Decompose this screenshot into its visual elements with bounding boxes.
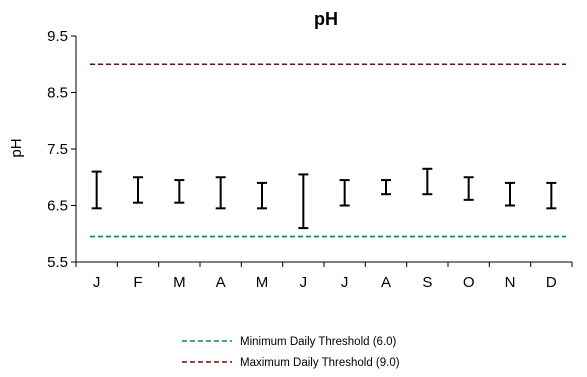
x-tick-label: N	[505, 274, 516, 291]
x-tick-label: M	[256, 274, 269, 291]
x-tick-label: A	[216, 274, 226, 291]
threshold-lines	[90, 63, 566, 238]
range-bar	[546, 181, 557, 210]
y-tick-label: 7.5	[47, 141, 68, 158]
legend-label: Maximum Daily Threshold (9.0)	[240, 357, 400, 369]
y-axis-label: pH	[8, 138, 25, 157]
axes: 5.5 6.5 7.5 8.5 9.5 J F M A M J J A S O N D	[47, 28, 573, 291]
range-bar	[133, 176, 143, 204]
range-bar	[174, 179, 185, 204]
range-bar	[381, 179, 391, 196]
chart-title: pH	[314, 9, 338, 29]
legend-label: Minimum Daily Threshold (6.0)	[240, 336, 397, 348]
x-tick-label: F	[133, 274, 142, 291]
range-bar	[463, 176, 474, 201]
legend: Minimum Daily Threshold (6.0) Maximum Dai…	[182, 336, 400, 369]
y-tick-label: 9.5	[47, 28, 68, 45]
y-tick-label: 8.5	[47, 85, 68, 102]
range-bar	[257, 181, 267, 210]
x-tick-label: J	[93, 274, 101, 291]
legend-entry: Minimum Daily Threshold (6.0)	[182, 336, 397, 348]
range-bar	[505, 181, 515, 207]
x-tick-label: J	[300, 274, 308, 291]
y-tick-label: 5.5	[47, 254, 68, 271]
range-bar	[91, 170, 102, 210]
range-bar	[339, 179, 350, 207]
x-tick-label: O	[463, 274, 475, 291]
x-tick-label: D	[546, 274, 557, 291]
y-tick-label: 6.5	[47, 198, 68, 215]
x-tick-label: J	[341, 274, 349, 291]
range-bar	[298, 173, 309, 230]
range-bar	[422, 167, 433, 196]
range-bars	[91, 167, 557, 230]
range-bar	[215, 176, 226, 210]
x-tick-label: S	[422, 274, 432, 291]
x-tick-label: A	[381, 274, 391, 291]
x-tick-label: M	[173, 274, 186, 291]
legend-entry: Maximum Daily Threshold (9.0)	[182, 357, 400, 369]
